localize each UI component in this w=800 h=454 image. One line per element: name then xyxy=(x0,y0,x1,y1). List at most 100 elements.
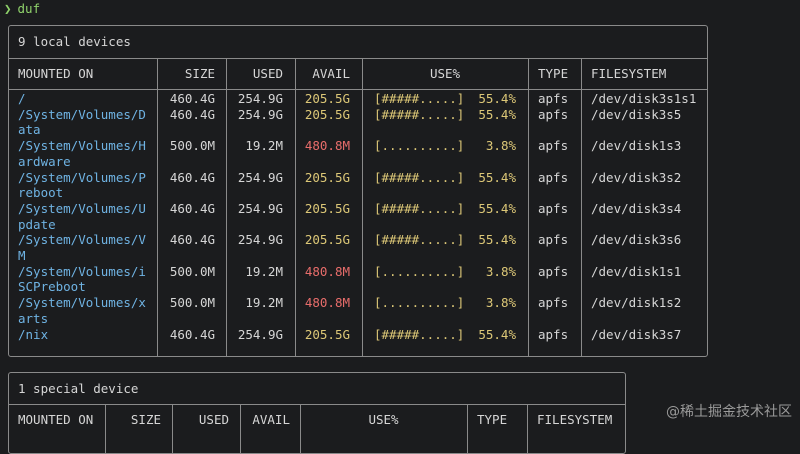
mount-point: /System/Volumes/i xyxy=(18,263,146,279)
type-value: apfs xyxy=(538,200,569,216)
size-value: 460.4G xyxy=(169,106,215,122)
mount-point: /System/Volumes/x xyxy=(18,295,146,311)
watermark: @稀土掘金技术社区 xyxy=(666,404,792,420)
used-value: 254.9G xyxy=(237,326,283,342)
prompt-arrow-icon: ❯ xyxy=(4,1,12,16)
used-value: 254.9G xyxy=(237,200,283,216)
column-divider xyxy=(157,58,158,356)
used-value: 19.2M xyxy=(245,138,283,154)
column-divider xyxy=(527,404,528,453)
size-value: 500.0M xyxy=(169,138,215,154)
used-value: 254.9G xyxy=(237,169,283,185)
filesystem-value: /dev/disk3s5 xyxy=(591,106,682,122)
size-value: 460.4G xyxy=(169,326,215,342)
column-divider xyxy=(467,404,468,453)
header-used: USED xyxy=(252,66,283,81)
title-separator xyxy=(9,404,625,405)
filesystem-value: /dev/disk3s4 xyxy=(591,200,682,216)
use-percent-value: 3.8% xyxy=(485,263,516,279)
mount-point: /System/Volumes/V xyxy=(18,232,146,248)
used-value: 19.2M xyxy=(245,295,283,311)
mount-point: /System/Volumes/H xyxy=(18,138,146,154)
mount-point-continuation: SCPreboot xyxy=(18,279,86,295)
column-divider xyxy=(362,58,363,356)
usage-bar: [..........] xyxy=(374,138,465,154)
header-use-percent: USE% xyxy=(368,412,399,427)
mount-point-continuation: ardware xyxy=(18,153,71,169)
use-percent-value: 55.4% xyxy=(478,169,516,185)
column-divider xyxy=(581,58,582,356)
used-value: 254.9G xyxy=(237,232,283,248)
mount-point-continuation: ata xyxy=(18,122,41,138)
usage-bar: [#####.....] xyxy=(374,326,465,342)
header-mounted-on: MOUNTED ON xyxy=(18,412,94,427)
avail-value: 205.5G xyxy=(304,232,350,248)
avail-value: 205.5G xyxy=(304,326,350,342)
mount-point: /System/Volumes/D xyxy=(18,106,146,122)
usage-bar: [..........] xyxy=(374,263,465,279)
avail-value: 205.5G xyxy=(304,106,350,122)
avail-value: 205.5G xyxy=(304,91,350,106)
header-type: TYPE xyxy=(477,412,508,427)
use-percent-value: 55.4% xyxy=(478,326,516,342)
usage-bar: [#####.....] xyxy=(374,200,465,216)
avail-value: 480.8M xyxy=(304,263,350,279)
mount-point: /nix xyxy=(18,326,49,342)
header-size: SIZE xyxy=(130,412,161,427)
mount-point: /System/Volumes/U xyxy=(18,200,146,216)
usage-bar: [..........] xyxy=(374,295,465,311)
local-devices-table: 9 local devices MOUNTED ON SIZE USED AVA… xyxy=(8,25,708,357)
use-percent-value: 3.8% xyxy=(485,138,516,154)
header-filesystem: FILESYSTEM xyxy=(537,412,613,427)
header-avail: AVAIL xyxy=(312,66,350,81)
local-devices-title: 9 local devices xyxy=(18,34,131,49)
use-percent-value: 55.4% xyxy=(478,106,516,122)
size-value: 460.4G xyxy=(169,232,215,248)
mount-point-continuation: arts xyxy=(18,310,49,326)
type-value: apfs xyxy=(538,138,569,154)
mount-point-continuation: M xyxy=(18,248,26,263)
usage-bar: [#####.....] xyxy=(374,232,465,248)
header-filesystem: FILESYSTEM xyxy=(591,66,667,81)
type-value: apfs xyxy=(538,91,569,106)
size-value: 500.0M xyxy=(169,295,215,311)
header-use-percent: USE% xyxy=(429,66,461,81)
command-text: duf xyxy=(17,1,41,16)
filesystem-value: /dev/disk3s2 xyxy=(591,169,682,185)
avail-value: 205.5G xyxy=(304,169,350,185)
use-percent-value: 3.8% xyxy=(485,295,516,311)
header-size: SIZE xyxy=(184,66,215,81)
used-value: 254.9G xyxy=(237,106,283,122)
filesystem-value: /dev/disk1s1 xyxy=(591,263,682,279)
avail-value: 480.8M xyxy=(304,295,350,311)
header-separator xyxy=(9,89,707,90)
column-divider xyxy=(226,58,227,356)
mount-point: /System/Volumes/P xyxy=(18,169,146,185)
type-value: apfs xyxy=(538,106,569,122)
column-divider xyxy=(295,58,296,356)
usage-bar: [#####.....] xyxy=(374,106,465,122)
use-percent-value: 55.4% xyxy=(478,91,516,106)
type-value: apfs xyxy=(538,169,569,185)
mount-point-continuation: reboot xyxy=(18,185,64,201)
filesystem-value: /dev/disk3s7 xyxy=(591,326,682,342)
avail-value: 205.5G xyxy=(304,200,350,216)
type-value: apfs xyxy=(538,263,569,279)
used-value: 254.9G xyxy=(237,91,283,106)
size-value: 460.4G xyxy=(169,91,215,106)
type-value: apfs xyxy=(538,326,569,342)
avail-value: 480.8M xyxy=(304,138,350,154)
header-mounted-on: MOUNTED ON xyxy=(18,66,94,81)
mount-point-continuation: pdate xyxy=(18,216,56,232)
header-type: TYPE xyxy=(538,66,569,81)
size-value: 500.0M xyxy=(169,263,215,279)
special-devices-table: 1 special device MOUNTED ON SIZE USED AV… xyxy=(8,372,626,454)
title-separator xyxy=(9,58,707,59)
type-value: apfs xyxy=(538,232,569,248)
shell-prompt: ❯ duf xyxy=(4,1,40,17)
filesystem-value: /dev/disk1s3 xyxy=(591,138,682,154)
usage-bar: [#####.....] xyxy=(374,169,465,185)
usage-bar: [#####.....] xyxy=(374,91,465,106)
column-divider xyxy=(528,58,529,356)
filesystem-value: /dev/disk3s6 xyxy=(591,232,682,248)
